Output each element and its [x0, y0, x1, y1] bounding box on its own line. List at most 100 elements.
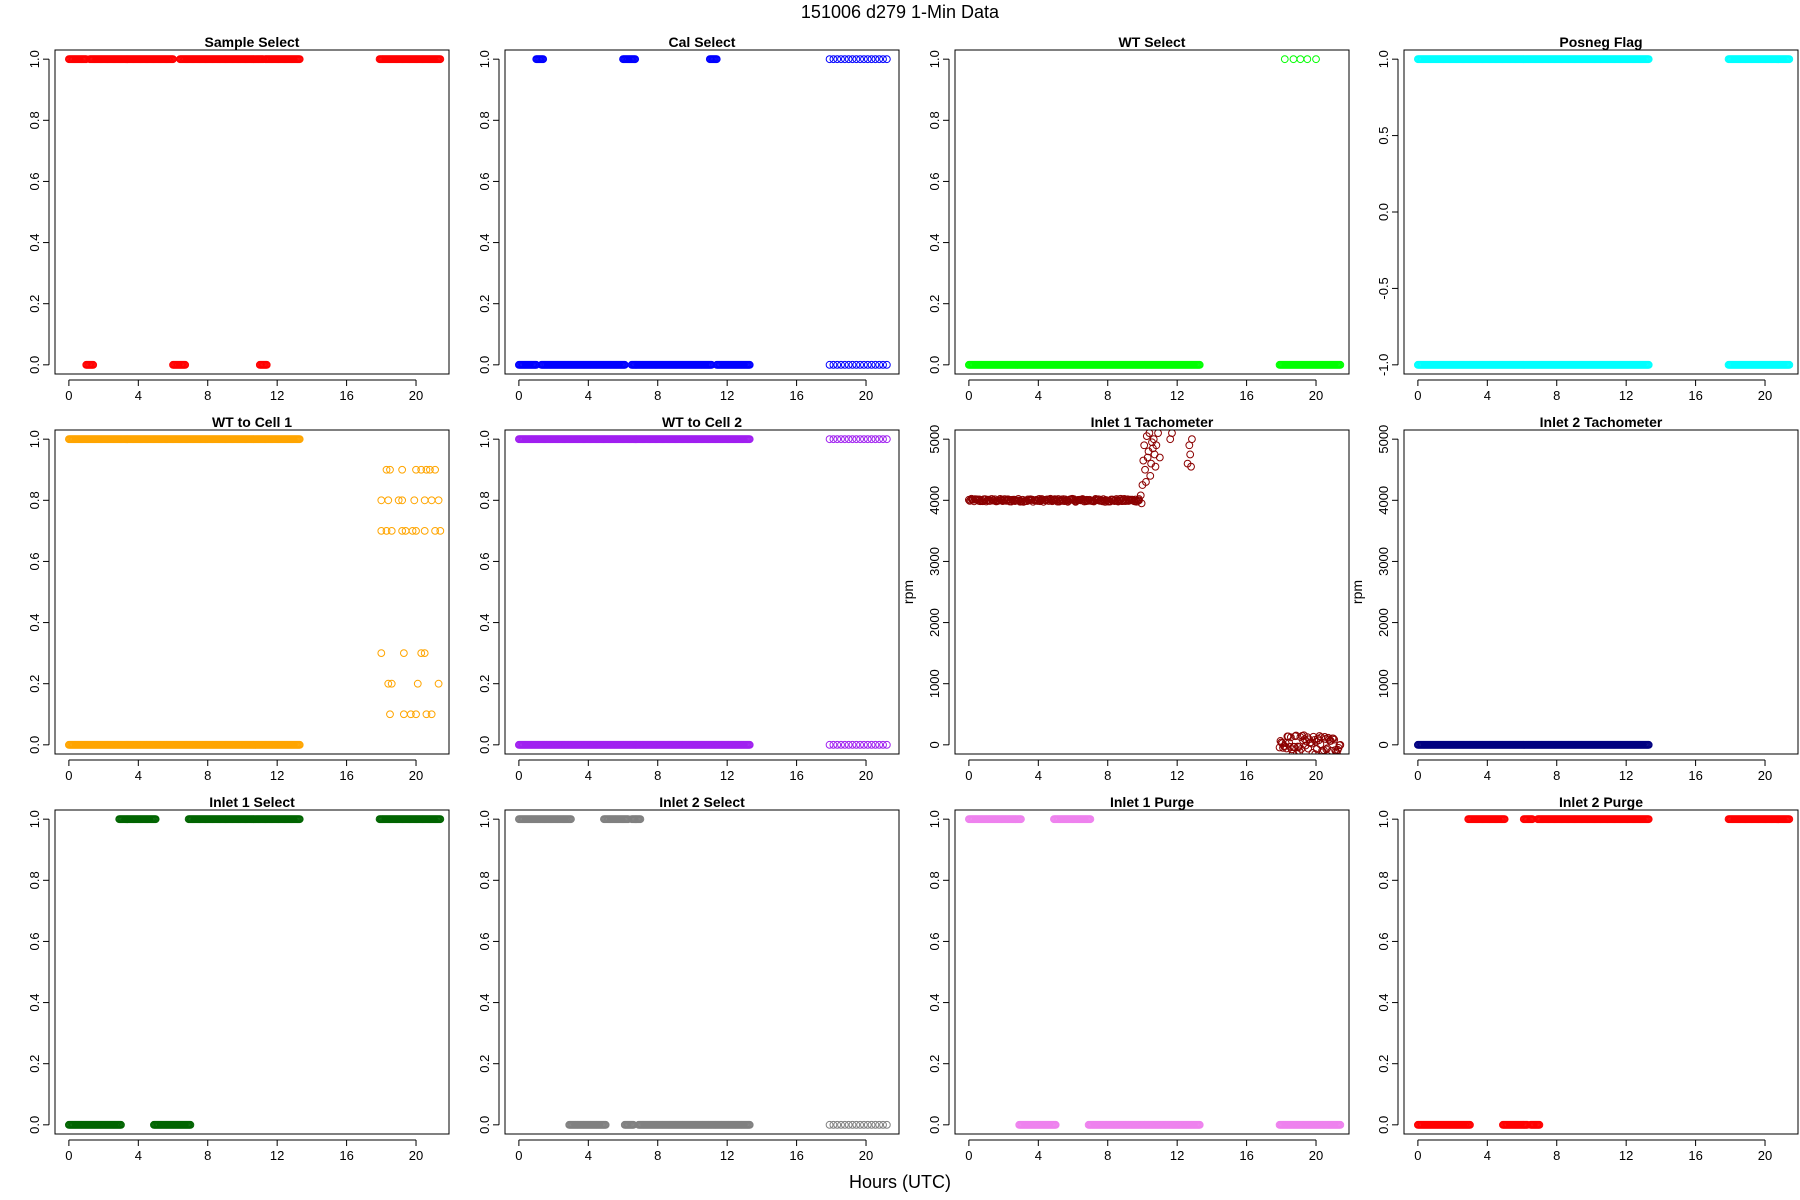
panel-title: WT to Cell 1	[212, 414, 292, 430]
y-tick-label: 0.2	[27, 675, 42, 693]
data-point	[387, 526, 396, 535]
data-point	[1187, 462, 1195, 471]
y-tick-label: 0.2	[477, 295, 492, 313]
data-point	[1195, 1120, 1204, 1129]
panel-title: Posneg Flag	[1559, 34, 1642, 50]
x-axis: 0 4 8 12 16 20	[1414, 379, 1772, 403]
data-point	[412, 526, 420, 535]
x-tick-label: 12	[270, 1148, 284, 1163]
data-point	[863, 55, 872, 64]
x-tick-label: 16	[1688, 388, 1702, 403]
data-point	[1145, 430, 1154, 437]
y-tick-label: 0.0	[27, 356, 42, 374]
panel-wt-to-cell-1: WT to Cell 10 4 8 12 16 200.00.20.40.60.81.0	[27, 414, 450, 783]
data-point	[1154, 430, 1162, 437]
data-point	[1303, 55, 1312, 64]
data-point	[833, 740, 842, 749]
y-tick-label: 0.2	[927, 1055, 942, 1073]
y-tick-label: 0.2	[27, 295, 42, 313]
x-tick-label: 4	[1484, 388, 1491, 403]
data-point	[840, 435, 849, 444]
data-point	[426, 465, 434, 474]
y-axis-label: rpm	[1349, 580, 1365, 604]
data-point	[1310, 736, 1319, 744]
data-point	[833, 55, 842, 64]
y-axis: 0.00.20.40.60.81.0	[477, 430, 500, 754]
data-point	[875, 740, 884, 749]
data-point	[420, 496, 429, 505]
x-tick-label: 0	[515, 1148, 522, 1163]
x-tick-label: 4	[135, 388, 142, 403]
data-point	[837, 740, 845, 749]
y-tick-label: 2000	[927, 608, 942, 637]
y-tick-label: 1.0	[477, 810, 492, 828]
y-tick-label: 0.4	[477, 994, 492, 1012]
data-point	[860, 360, 868, 369]
data-point	[825, 55, 834, 64]
data-point	[1332, 749, 1341, 754]
data-point	[1326, 736, 1335, 745]
x-tick-label: 0	[515, 768, 522, 783]
x-tick-label: 0	[965, 768, 972, 783]
data-point	[856, 435, 865, 444]
y-tick-label: 0.6	[477, 552, 492, 570]
x-tick-label: 16	[339, 1148, 353, 1163]
data-point	[406, 710, 415, 719]
y-tick-label: -1.0	[1376, 354, 1391, 376]
data-point	[631, 55, 640, 64]
y-tick-label: 1.0	[27, 50, 42, 68]
data-point	[417, 465, 426, 474]
data-point	[1051, 1120, 1060, 1129]
y-tick-label: 0.4	[477, 614, 492, 632]
data-point	[745, 740, 754, 749]
data-point	[852, 435, 861, 444]
x-tick-label: 8	[1104, 768, 1111, 783]
y-tick-label: 0.0	[927, 356, 942, 374]
y-tick-label: 0.2	[477, 675, 492, 693]
data-points	[964, 815, 1345, 1129]
data-point	[1280, 55, 1289, 64]
data-points	[514, 815, 891, 1129]
data-point	[875, 360, 884, 369]
data-point	[1323, 744, 1332, 753]
data-point	[844, 435, 853, 444]
y-tick-label: 0.6	[927, 172, 942, 190]
x-tick-label: 16	[789, 768, 803, 783]
x-axis: 0 4 8 12 16 20	[1414, 759, 1772, 783]
x-tick-label: 20	[1758, 388, 1772, 403]
x-tick-label: 8	[204, 1148, 211, 1163]
data-point	[1785, 360, 1794, 369]
panel-title: Inlet 2 Tachometer	[1540, 414, 1663, 430]
x-axis: 0 4 8 12 16 20	[515, 379, 873, 403]
x-tick-label: 8	[1104, 388, 1111, 403]
data-point	[295, 740, 304, 749]
data-point	[601, 1120, 610, 1129]
y-axis: -1.0-0.50.00.51.0	[1376, 50, 1399, 376]
x-tick-label: 16	[1239, 768, 1253, 783]
data-point	[879, 360, 887, 369]
data-point	[856, 1120, 865, 1129]
panel-title: Cal Select	[669, 34, 736, 50]
y-tick-label: 1.0	[927, 810, 942, 828]
x-tick-label: 12	[270, 388, 284, 403]
panel-wt-to-cell-2: WT to Cell 20 4 8 12 16 200.00.20.40.60.81.0	[477, 414, 900, 783]
data-point	[1152, 441, 1161, 450]
y-tick-label: 0.6	[927, 932, 942, 950]
data-point	[384, 496, 393, 505]
data-point	[712, 55, 721, 64]
x-tick-label: 20	[859, 1148, 873, 1163]
data-point	[871, 740, 880, 749]
data-point	[860, 1120, 868, 1129]
y-tick-label: 1.0	[477, 430, 492, 448]
data-point	[863, 740, 872, 749]
y-axis: 0.00.20.40.60.81.0	[477, 50, 500, 374]
y-tick-label: 4000	[927, 486, 942, 515]
data-point	[1336, 1120, 1345, 1129]
data-point	[882, 55, 891, 64]
data-point	[151, 815, 160, 824]
data-point	[1168, 430, 1176, 437]
plot-frame	[1403, 49, 1799, 375]
data-point	[1135, 495, 1143, 503]
plot-frame	[54, 429, 450, 755]
